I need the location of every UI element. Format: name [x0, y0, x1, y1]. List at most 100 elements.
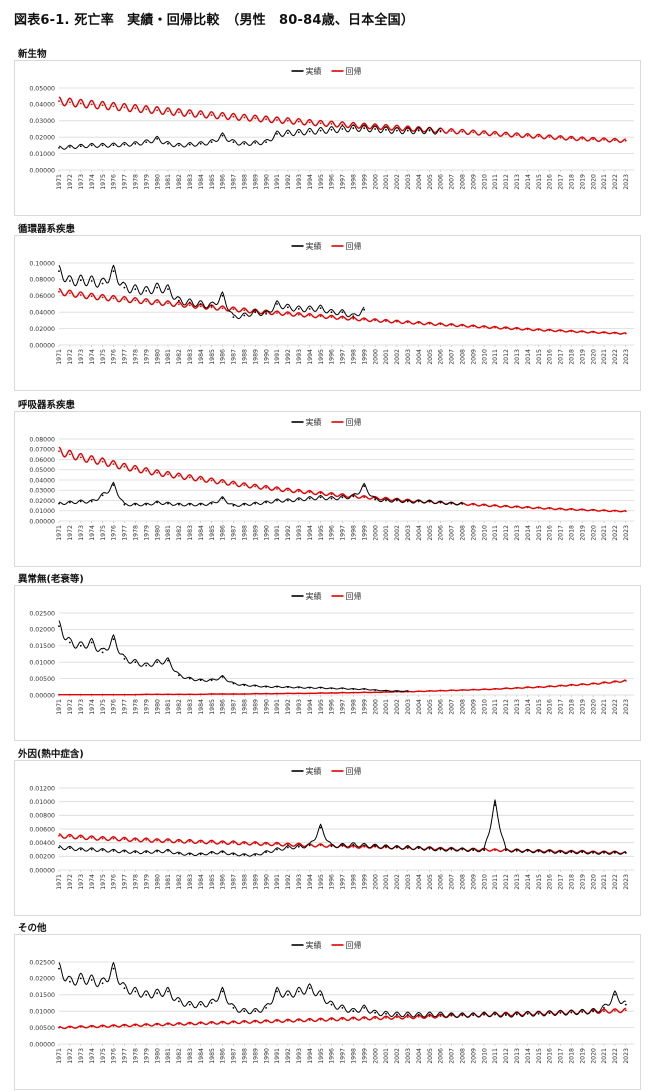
data-point-regression: [178, 840, 180, 843]
x-tick-label: 1987: [231, 874, 238, 890]
x-tick-label: 2004: [416, 699, 423, 715]
data-point-regression: [297, 120, 300, 123]
data-point-actual: [210, 502, 213, 505]
x-tick-label: 1995: [318, 1048, 325, 1064]
x-tick-label: 2018: [569, 525, 576, 541]
data-point-regression: [505, 327, 507, 329]
data-point-regression: [559, 508, 562, 510]
x-tick-label: 1976: [111, 349, 118, 365]
x-tick-label: 2002: [394, 174, 401, 190]
x-tick-label: 2016: [547, 525, 554, 541]
data-point-actual: [232, 504, 235, 507]
x-tick-label: 1978: [133, 349, 140, 365]
data-point-actual: [352, 688, 355, 690]
data-point-regression: [581, 137, 584, 140]
data-point-actual: [483, 1013, 485, 1016]
data-point-actual: [69, 847, 71, 849]
x-tick-label: 2007: [449, 525, 456, 541]
x-tick-label: 1994: [307, 1048, 314, 1064]
data-point-actual: [472, 849, 475, 852]
data-point-regression: [287, 843, 289, 846]
data-point-regression: [330, 493, 333, 496]
x-tick-label: 1978: [133, 174, 140, 190]
data-point-actual: [287, 132, 289, 134]
x-tick-label: 2019: [579, 174, 586, 190]
data-point-regression: [319, 844, 322, 847]
x-tick-label: 2009: [470, 874, 477, 890]
x-tick-label: 1997: [340, 1048, 347, 1064]
x-tick-label: 2019: [579, 874, 586, 890]
data-point-regression: [145, 693, 148, 696]
y-tick-label: 0.01500: [29, 992, 55, 999]
data-point-actual: [287, 993, 289, 996]
data-point-regression: [559, 136, 562, 139]
data-point-actual: [69, 641, 71, 644]
data-point-regression: [123, 465, 126, 468]
x-tick-label: 1990: [263, 699, 270, 715]
x-tick-label: 2013: [514, 874, 521, 890]
data-point-regression: [276, 119, 278, 121]
data-point-actual: [90, 641, 93, 644]
data-point-regression: [603, 138, 605, 141]
data-point-actual: [297, 131, 300, 134]
data-point-regression: [58, 1026, 60, 1029]
data-point-regression: [603, 682, 605, 684]
data-point-actual: [276, 685, 278, 688]
x-tick-label: 1978: [133, 874, 140, 890]
x-tick-label: 1996: [329, 699, 336, 715]
legend-label: 実績: [306, 940, 322, 950]
x-tick-label: 2014: [525, 525, 532, 541]
data-point-regression: [319, 122, 322, 125]
x-tick-label: 2016: [547, 699, 554, 715]
data-point-actual: [134, 990, 137, 993]
x-tick-label: 1985: [209, 349, 216, 365]
x-tick-label: 2004: [416, 174, 423, 190]
x-tick-label: 2017: [558, 874, 565, 890]
data-point-regression: [472, 688, 475, 691]
x-tick-label: 1980: [154, 349, 161, 365]
x-tick-label: 2016: [547, 349, 554, 365]
x-tick-label: 2020: [590, 874, 597, 890]
x-tick-label: 2018: [569, 699, 576, 715]
x-tick-label: 1996: [329, 349, 336, 365]
data-point-regression: [592, 138, 594, 141]
data-point-actual: [537, 850, 540, 853]
x-tick-label: 2007: [449, 699, 456, 715]
data-point-actual: [308, 497, 311, 500]
data-point-regression: [134, 693, 137, 696]
data-point-regression: [406, 1016, 409, 1018]
data-point-regression: [396, 320, 398, 323]
data-point-regression: [101, 460, 104, 463]
data-point-regression: [123, 1024, 126, 1027]
x-tick-label: 1988: [242, 349, 249, 365]
data-point-actual: [526, 850, 529, 852]
data-point-actual: [548, 850, 551, 853]
chart-title: 異常無(老衰等): [18, 574, 84, 585]
data-point-regression: [374, 319, 376, 322]
data-point-actual: [210, 304, 213, 307]
data-point-actual: [145, 290, 148, 292]
chart-title: 呼吸器系疾患: [18, 400, 76, 411]
data-point-actual: [145, 503, 148, 506]
x-tick-label: 1991: [274, 874, 281, 890]
x-tick-label: 2012: [503, 174, 510, 190]
data-point-actual: [210, 1002, 213, 1004]
x-tick-label: 2008: [460, 1048, 467, 1064]
x-tick-label: 1976: [111, 699, 118, 715]
data-point-regression: [156, 109, 159, 112]
data-point-regression: [265, 843, 267, 845]
x-tick-label: 2002: [394, 1048, 401, 1064]
x-tick-label: 1972: [67, 1048, 74, 1064]
data-point-regression: [297, 692, 300, 695]
data-point-regression: [134, 107, 137, 110]
x-tick-label: 1981: [165, 1048, 172, 1064]
chart-title: 外因(熱中症含): [18, 749, 84, 760]
legend-label: 回帰: [346, 766, 362, 776]
chart-section-3: 呼吸器系疾患 0.00000 0.01000 0.02000 0.03000 0.0400…: [0, 397, 655, 569]
x-tick-label: 2023: [623, 349, 630, 365]
data-point-regression: [461, 324, 464, 327]
x-tick-label: 2019: [579, 1048, 586, 1064]
x-tick-label: 1994: [307, 525, 314, 541]
data-point-actual: [221, 851, 224, 854]
data-point-regression: [167, 473, 169, 476]
